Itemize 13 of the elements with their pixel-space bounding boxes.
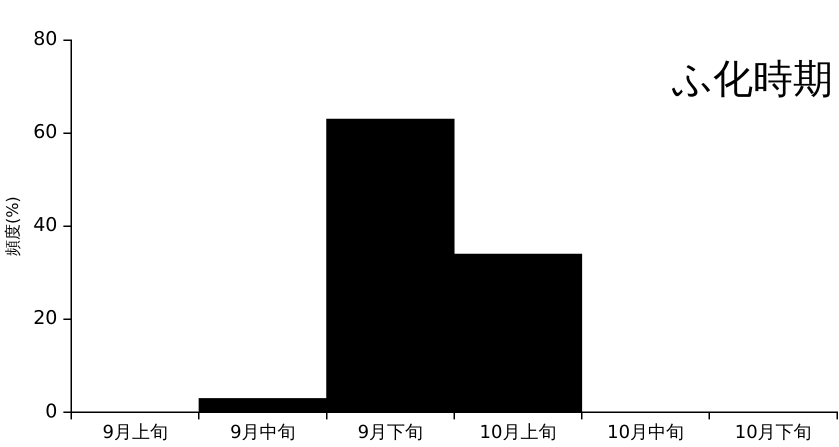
x-tick-label: 9月中旬 bbox=[230, 422, 296, 443]
x-tick-label: 10月上旬 bbox=[480, 422, 556, 443]
y-tick-label: 40 bbox=[33, 214, 58, 236]
x-tick-label: 9月下旬 bbox=[358, 422, 424, 443]
y-axis-title: 頻度(%) bbox=[2, 196, 22, 256]
y-tick-label: 80 bbox=[33, 28, 58, 50]
x-tick-label: 10月中旬 bbox=[607, 422, 684, 443]
y-tick-label: 60 bbox=[33, 121, 58, 144]
x-tick-label: 10月下旬 bbox=[734, 422, 812, 443]
y-tick-label: 20 bbox=[33, 307, 58, 330]
y-tick-label: 0 bbox=[45, 400, 58, 422]
x-tick-label: 9月上旬 bbox=[102, 422, 168, 443]
chart-title: ふ化時期 bbox=[671, 56, 833, 102]
